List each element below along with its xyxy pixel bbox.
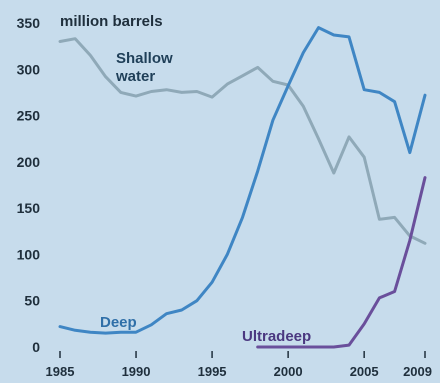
y-tick-label: 200 bbox=[17, 154, 41, 170]
y-tick-label: 0 bbox=[32, 339, 40, 355]
series-line-shallow-water bbox=[58, 37, 427, 245]
x-tick-label: 1995 bbox=[198, 364, 227, 379]
x-axis: 1985 1990 1995 2000 2005 2009 bbox=[46, 351, 432, 379]
y-axis: 0 50 100 150 200 250 300 350 bbox=[17, 15, 41, 355]
x-tick-label: 2000 bbox=[274, 364, 303, 379]
series-line-deep bbox=[58, 26, 427, 335]
y-tick-label: 150 bbox=[17, 200, 41, 216]
series-lines bbox=[58, 26, 427, 349]
y-tick-label: 250 bbox=[17, 108, 41, 124]
y-tick-label: 50 bbox=[24, 293, 40, 309]
x-tick-label: 2009 bbox=[403, 364, 432, 379]
series-label: Shallow bbox=[116, 50, 173, 67]
series-label: water bbox=[115, 68, 155, 85]
series-label: Deep bbox=[100, 314, 137, 331]
y-tick-label: 300 bbox=[17, 61, 41, 77]
x-tick-label: 2005 bbox=[350, 364, 379, 379]
x-tick-label: 1990 bbox=[122, 364, 151, 379]
y-tick-label: 350 bbox=[17, 15, 41, 31]
series-line-ultradeep bbox=[256, 176, 427, 349]
series-label: Ultradeep bbox=[242, 328, 311, 345]
y-axis-unit-label: million barrels bbox=[60, 13, 163, 30]
y-tick-label: 100 bbox=[17, 246, 41, 262]
x-tick-label: 1985 bbox=[46, 364, 75, 379]
